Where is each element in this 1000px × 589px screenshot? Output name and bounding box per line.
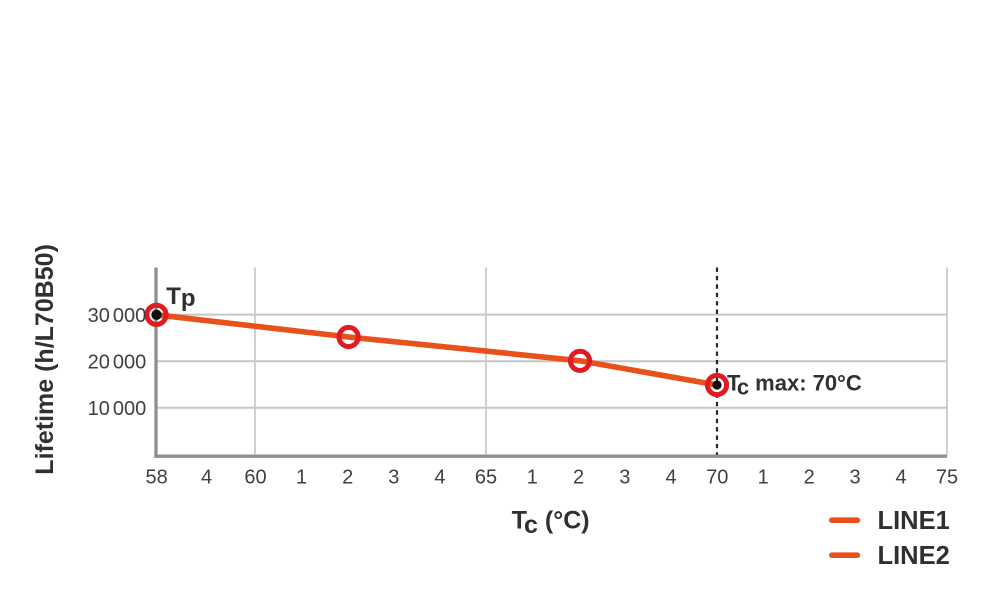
svg-text:1: 1 (527, 466, 538, 488)
svg-text:60: 60 (244, 466, 266, 488)
svg-text:75: 75 (936, 466, 958, 488)
svg-text:4: 4 (896, 466, 907, 488)
svg-text:3: 3 (850, 466, 861, 488)
svg-text:1: 1 (758, 466, 769, 488)
svg-text:Tc max: 70°C: Tc max: 70°C (727, 371, 862, 400)
svg-text:2: 2 (804, 466, 815, 488)
svg-text:4: 4 (434, 466, 445, 488)
svg-text:2: 2 (342, 466, 353, 488)
svg-text:Tp: Tp (166, 283, 195, 312)
svg-text:3: 3 (388, 466, 399, 488)
svg-text:LINE1: LINE1 (878, 507, 950, 535)
svg-text:Tc (°C): Tc (°C) (512, 507, 590, 540)
svg-text:3: 3 (619, 466, 630, 488)
svg-text:65: 65 (475, 466, 497, 488)
svg-text:1: 1 (296, 466, 307, 488)
svg-text:4: 4 (201, 466, 212, 488)
svg-text:58: 58 (145, 466, 167, 488)
svg-text:4: 4 (665, 466, 676, 488)
svg-text:2: 2 (573, 466, 584, 488)
svg-text:Lifetime (h/L70B50): Lifetime (h/L70B50) (31, 244, 59, 475)
svg-text:70: 70 (706, 466, 728, 488)
svg-text:LINE2: LINE2 (878, 542, 950, 570)
